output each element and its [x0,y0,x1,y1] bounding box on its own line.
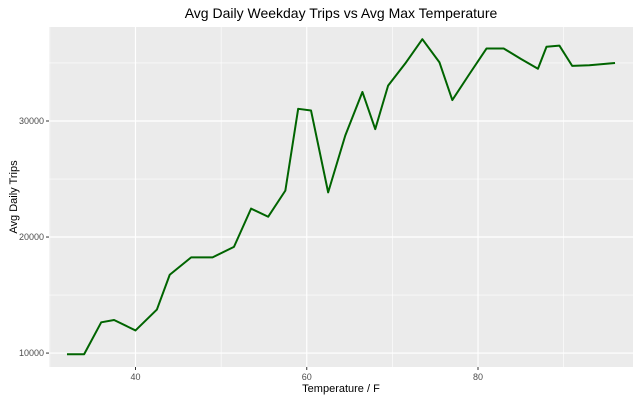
major-gridlines [49,27,633,367]
x-tick-label: 40 [130,372,140,382]
y-axis-ticks: 10000 20000 30000 [19,116,49,358]
x-tick-label: 80 [473,372,483,382]
y-tick-label: 20000 [19,232,44,242]
x-axis-title: Temperature / F [302,383,380,395]
y-tick-label: 10000 [19,348,44,358]
panel-background [49,27,633,367]
minor-gridlines [49,27,633,367]
series-layer [66,38,616,356]
x-axis-ticks: 40 60 80 [130,367,483,382]
chart-title: Avg Daily Weekday Trips vs Avg Max Tempe… [185,5,498,21]
series-line [66,38,616,356]
x-tick-label: 60 [302,372,312,382]
y-axis-title: Avg Daily Trips [8,160,20,234]
y-tick-label: 30000 [19,116,44,126]
